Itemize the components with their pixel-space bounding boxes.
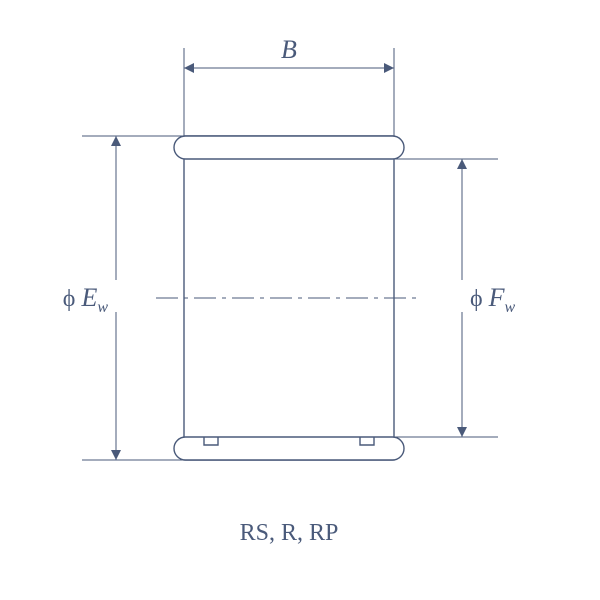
- bearing-diagram: Bϕ Ew ϕ Fw RS, R, RP: [0, 0, 600, 600]
- dim-B-label: B: [281, 35, 297, 64]
- dim-Ew-label: ϕ Ew: [63, 283, 109, 316]
- caption: RS, R, RP: [240, 520, 339, 546]
- dim-Fw-label: ϕ Fw: [470, 283, 516, 316]
